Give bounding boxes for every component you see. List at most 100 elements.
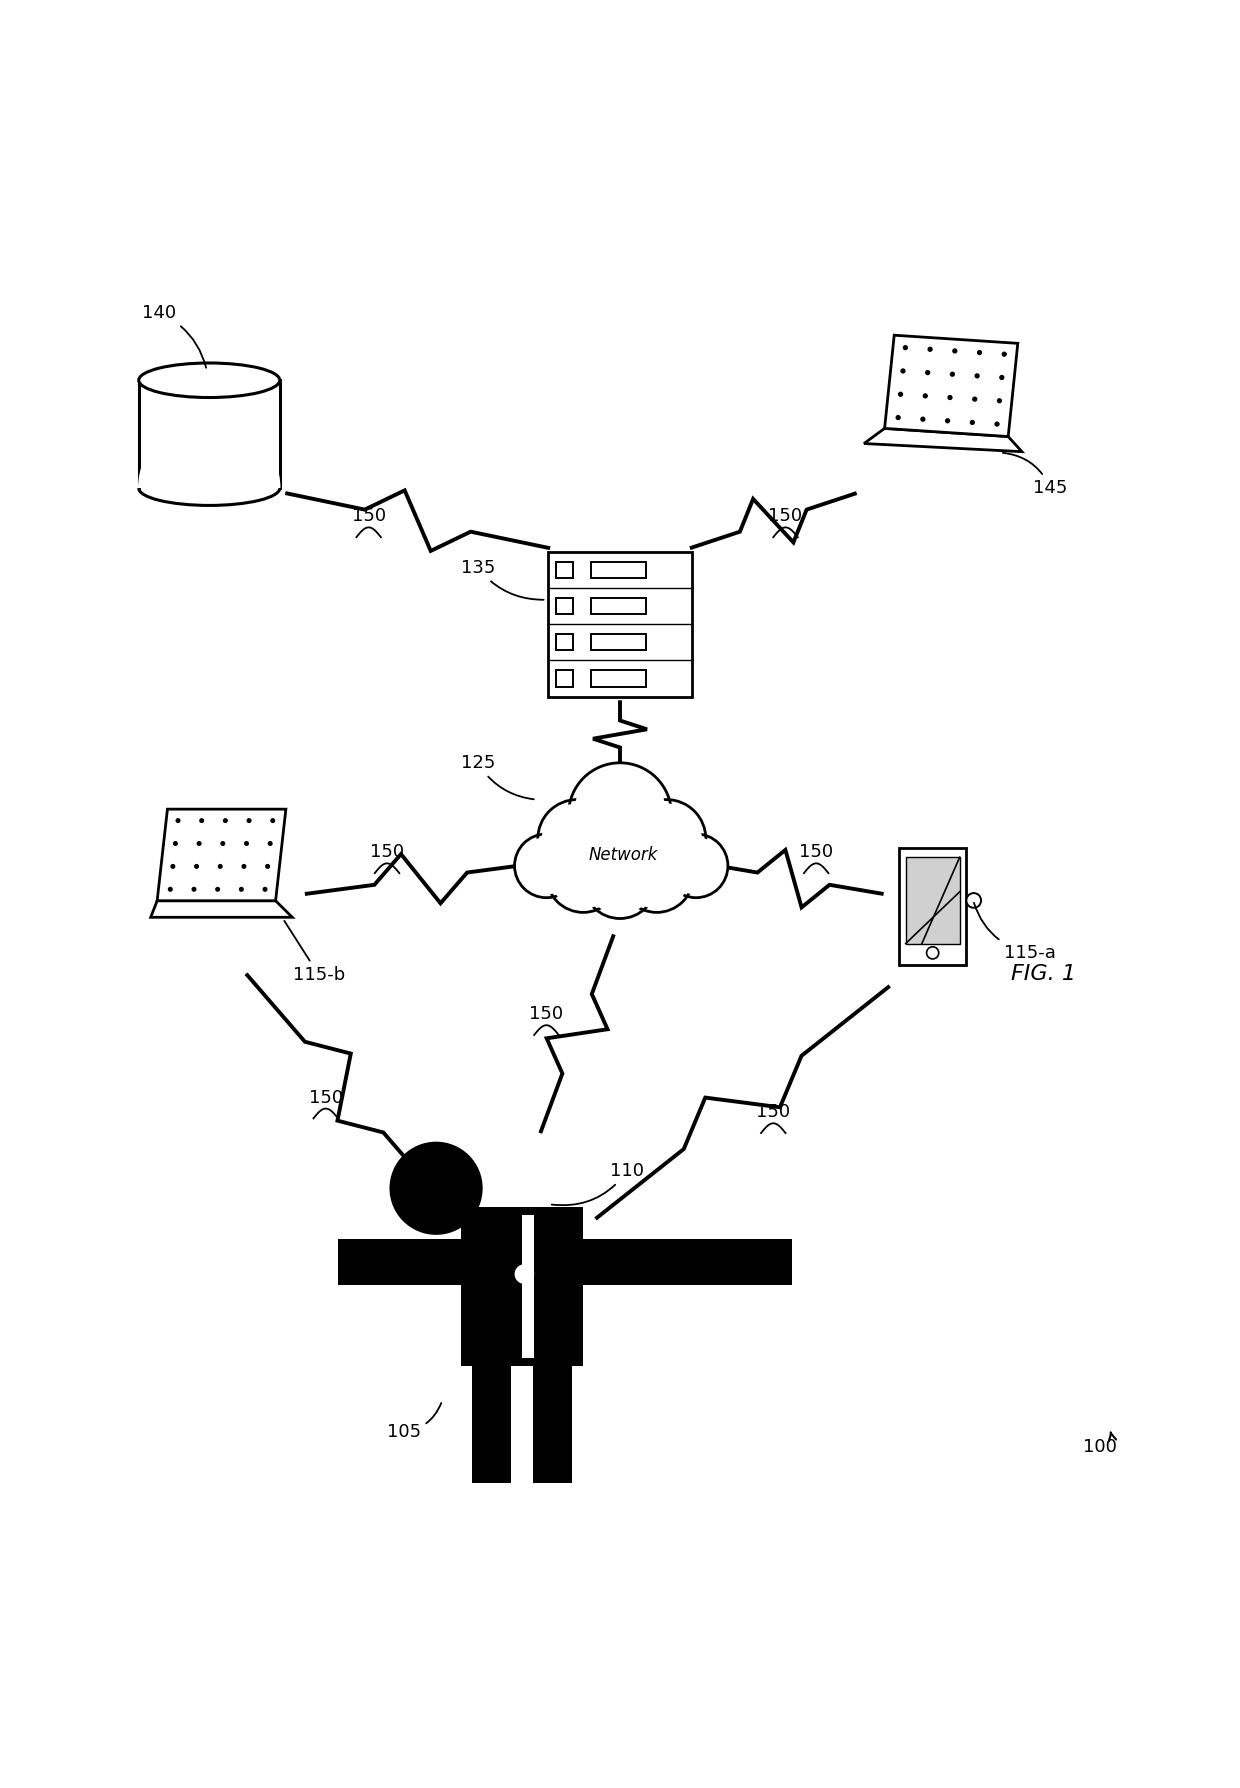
Circle shape	[951, 372, 955, 375]
Circle shape	[667, 837, 724, 894]
Circle shape	[389, 1143, 482, 1236]
Circle shape	[1002, 352, 1006, 356]
Text: 150: 150	[769, 508, 802, 526]
Circle shape	[195, 865, 198, 869]
Circle shape	[901, 368, 905, 374]
Circle shape	[538, 799, 616, 878]
Text: 105: 105	[387, 1404, 441, 1441]
Circle shape	[975, 374, 980, 377]
Circle shape	[551, 842, 616, 908]
Circle shape	[244, 842, 248, 846]
Circle shape	[631, 803, 702, 874]
Circle shape	[574, 769, 666, 860]
Bar	[557, 561, 573, 578]
Polygon shape	[157, 810, 286, 901]
Circle shape	[949, 395, 952, 399]
Circle shape	[515, 833, 578, 898]
Circle shape	[620, 839, 693, 912]
Circle shape	[627, 799, 706, 878]
Circle shape	[926, 948, 939, 958]
Bar	[557, 670, 573, 687]
Circle shape	[171, 865, 175, 869]
Circle shape	[223, 819, 227, 822]
Text: 140: 140	[141, 304, 206, 368]
Text: 150: 150	[352, 508, 386, 526]
Bar	[339, 1239, 460, 1286]
Ellipse shape	[139, 363, 280, 397]
Circle shape	[547, 839, 620, 912]
Bar	[522, 1214, 534, 1359]
Circle shape	[587, 849, 653, 915]
Wedge shape	[138, 417, 280, 488]
Circle shape	[973, 397, 977, 401]
Circle shape	[665, 833, 728, 898]
Text: 115-a: 115-a	[973, 903, 1055, 962]
Text: FIG. 1: FIG. 1	[1011, 964, 1075, 983]
Bar	[548, 552, 692, 697]
Circle shape	[568, 763, 672, 865]
Text: 150: 150	[370, 844, 404, 862]
Bar	[591, 670, 646, 687]
Bar	[591, 561, 646, 578]
Circle shape	[192, 887, 196, 890]
Circle shape	[952, 349, 957, 352]
Bar	[591, 597, 646, 615]
Bar	[591, 635, 646, 651]
Text: 125: 125	[460, 755, 534, 799]
Circle shape	[221, 842, 224, 846]
Circle shape	[174, 842, 177, 846]
Circle shape	[929, 347, 932, 350]
Circle shape	[997, 399, 1002, 402]
Circle shape	[272, 819, 274, 822]
Circle shape	[904, 345, 908, 350]
Bar	[557, 635, 573, 651]
Text: 150: 150	[529, 1005, 563, 1023]
Bar	[557, 597, 573, 615]
Bar	[905, 856, 960, 944]
Circle shape	[265, 865, 269, 869]
Circle shape	[624, 842, 689, 908]
Circle shape	[263, 887, 267, 890]
Bar	[460, 1207, 583, 1366]
Text: 135: 135	[460, 560, 543, 599]
Circle shape	[515, 1264, 534, 1284]
Circle shape	[169, 887, 172, 890]
Text: 110: 110	[552, 1162, 645, 1205]
Text: 150: 150	[756, 1103, 790, 1121]
Circle shape	[921, 417, 925, 422]
Text: 115-b: 115-b	[284, 921, 345, 983]
Circle shape	[926, 370, 930, 374]
Text: 100: 100	[1084, 1432, 1117, 1455]
Circle shape	[176, 819, 180, 822]
Bar	[471, 1366, 511, 1482]
Circle shape	[946, 418, 950, 422]
Circle shape	[999, 375, 1003, 379]
Circle shape	[247, 819, 250, 822]
Circle shape	[518, 837, 575, 894]
Bar	[533, 1366, 572, 1482]
Text: 145: 145	[1003, 452, 1068, 497]
Circle shape	[924, 393, 928, 397]
Circle shape	[200, 819, 203, 822]
Polygon shape	[864, 429, 1022, 452]
Circle shape	[542, 803, 613, 874]
Polygon shape	[151, 901, 293, 917]
Bar	[583, 1239, 791, 1286]
Polygon shape	[884, 334, 1018, 436]
Text: Network: Network	[589, 846, 658, 864]
Bar	[139, 381, 280, 488]
Circle shape	[239, 887, 243, 890]
Circle shape	[218, 865, 222, 869]
Circle shape	[197, 842, 201, 846]
Circle shape	[216, 887, 219, 890]
Circle shape	[899, 392, 903, 397]
Circle shape	[977, 350, 981, 354]
Bar	[899, 848, 966, 964]
Circle shape	[268, 842, 272, 846]
Circle shape	[583, 846, 657, 919]
Circle shape	[242, 865, 246, 869]
Text: 150: 150	[309, 1089, 342, 1107]
Circle shape	[897, 415, 900, 420]
Circle shape	[971, 420, 975, 424]
Text: 150: 150	[799, 844, 833, 862]
